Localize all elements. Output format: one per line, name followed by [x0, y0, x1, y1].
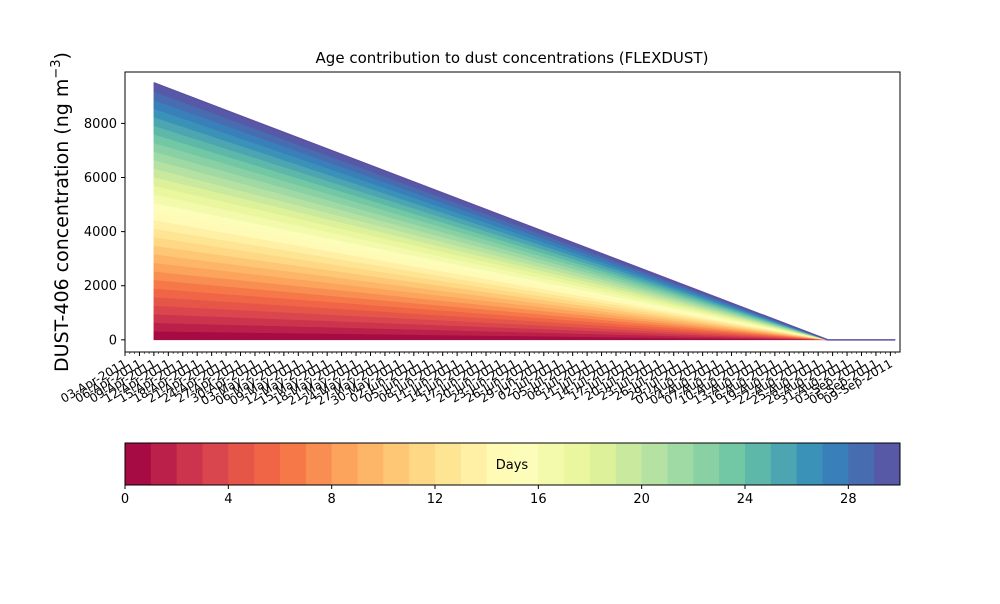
colorbar-segment	[305, 443, 333, 485]
colorbar-segment	[125, 443, 152, 485]
colorbar-segment	[874, 443, 901, 485]
y-tick-label: 4000	[84, 225, 117, 240]
total-line	[153, 82, 896, 341]
colorbar-segment	[693, 443, 720, 485]
colorbar-segment	[590, 443, 617, 485]
colorbar-segment	[331, 443, 358, 485]
colorbar-segment	[202, 443, 229, 485]
colorbar-segment	[719, 443, 746, 485]
colorbar-segment	[486, 443, 513, 485]
colorbar-segment	[150, 443, 178, 485]
y-tick-label: 0	[109, 333, 117, 348]
colorbar-tick-label: 4	[224, 492, 232, 507]
x-axis: 03-Apr-201106-Apr-201109-Apr-201112-Apr-…	[58, 352, 896, 408]
y-axis-label: DUST-406 concentration (ng m−3)	[49, 52, 73, 372]
colorbar-segment	[770, 443, 798, 485]
colorbar-segment	[822, 443, 849, 485]
colorbar-segment	[538, 443, 565, 485]
colorbar-segment	[641, 443, 668, 485]
plot-area	[153, 82, 896, 341]
colorbar-segment	[796, 443, 823, 485]
colorbar-tick-label: 8	[328, 492, 336, 507]
colorbar-label: Days	[496, 458, 529, 473]
colorbar-segment	[357, 443, 384, 485]
y-tick-label: 6000	[84, 171, 117, 186]
colorbar-segment	[615, 443, 643, 485]
colorbar-tick-label: 20	[633, 492, 650, 507]
y-tick-label: 8000	[84, 117, 117, 132]
y-axis: 0 2000 4000 6000 8000	[84, 117, 125, 348]
colorbar-tick-label: 24	[737, 492, 754, 507]
colorbar-frame	[124, 442, 901, 486]
colorbar: 0 4 8 12 16 20 24 28	[121, 442, 901, 507]
colorbar-segment	[667, 443, 694, 485]
colorbar-segment	[564, 443, 591, 485]
colorbar-segment	[383, 443, 410, 485]
colorbar-segment	[176, 443, 203, 485]
colorbar-tick-label: 12	[427, 492, 444, 507]
colorbar-segment	[228, 443, 255, 485]
colorbar-segment	[460, 443, 488, 485]
colorbar-tick-label: 0	[121, 492, 129, 507]
colorbar-segment	[409, 443, 436, 485]
y-tick-label: 2000	[84, 279, 117, 294]
colorbar-segment	[435, 443, 462, 485]
colorbar-segment	[745, 443, 772, 485]
colorbar-segment	[848, 443, 875, 485]
colorbar-segment	[254, 443, 281, 485]
colorbar-segment	[280, 443, 307, 485]
colorbar-tick-label: 16	[530, 492, 547, 507]
colorbar-tick-label: 28	[840, 492, 857, 507]
chart-title: Age contribution to dust concentrations …	[316, 49, 709, 67]
plot-frame	[124, 71, 901, 353]
colorbar-segment	[512, 443, 539, 485]
